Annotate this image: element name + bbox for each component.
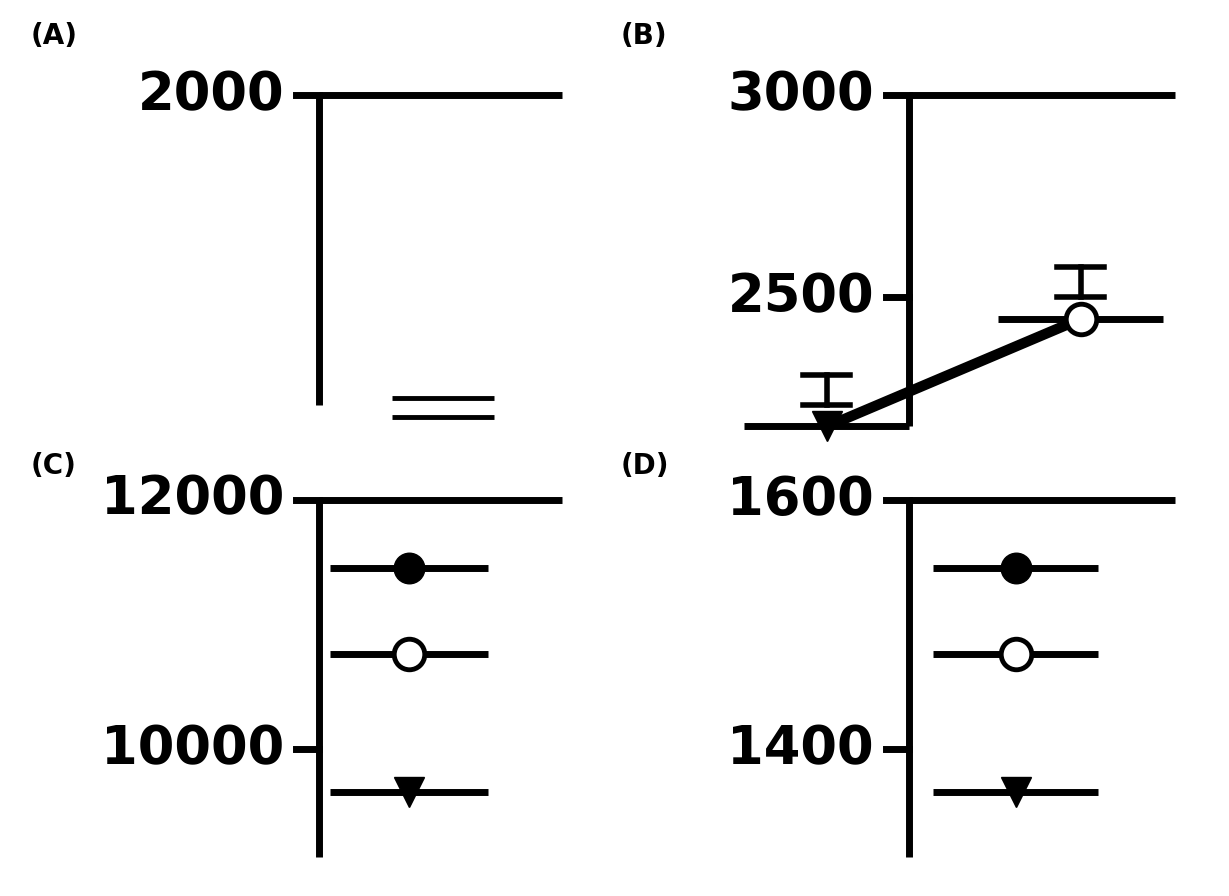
Text: (B): (B) [621,22,667,50]
Text: 3000: 3000 [728,69,874,121]
Text: (A): (A) [31,22,77,50]
Text: (C): (C) [31,452,76,480]
Text: 1400: 1400 [728,723,874,775]
Text: 2000: 2000 [138,69,285,121]
Text: 10000: 10000 [101,723,285,775]
Text: 2500: 2500 [728,271,874,323]
Text: 12000: 12000 [101,474,285,526]
Text: 1600: 1600 [728,474,874,526]
Text: (D): (D) [621,452,669,480]
